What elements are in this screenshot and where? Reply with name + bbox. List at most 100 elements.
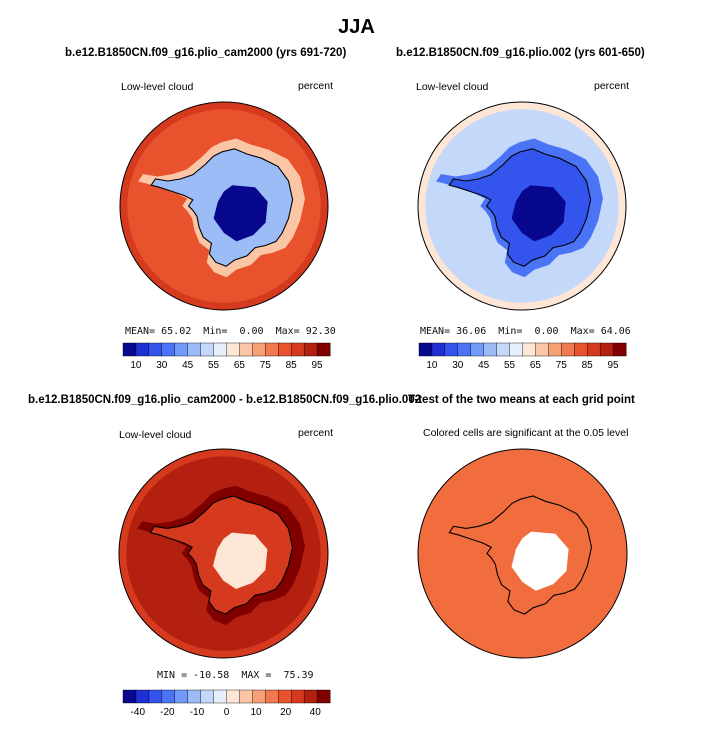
panel3-min-label: MIN = [157, 670, 188, 681]
panel2-stats: MEAN= 36.06 Min= 0.00 Max= 64.06 [420, 326, 631, 337]
colorbar-tick-label: 45 [182, 360, 194, 371]
colorbar-swatch [586, 342, 601, 357]
panel4-title: T-test of the two means at each grid poi… [408, 394, 635, 406]
colorbar-tick-label: 10 [426, 360, 438, 371]
map-border [417, 448, 628, 659]
panel3-polar-map [118, 448, 329, 659]
panel1-colorbar: 10 30 45 55 65 75 85 95 [122, 342, 331, 371]
colorbar-swatch [187, 689, 202, 704]
interior-field [511, 185, 566, 242]
panel2-min-label: Min= [498, 326, 523, 337]
panel1-min-label: Min= [203, 326, 228, 337]
colorbar-tick-label: 85 [582, 360, 594, 371]
panel2-max-label: Max= [570, 326, 595, 337]
panel2-polar-map [417, 101, 627, 311]
panel3-variable-label: Low-level cloud [119, 429, 192, 441]
panel1-min-value: 0.00 [239, 326, 264, 337]
colorbar-swatch [252, 689, 266, 704]
colorbar-swatch [213, 689, 228, 704]
colorbar-swatch [135, 342, 150, 357]
colorbar-swatch [278, 689, 292, 704]
colorbar-swatch [265, 689, 279, 704]
colorbar-swatch [161, 689, 176, 704]
panel4-significance-map [417, 448, 628, 659]
panel1-max-label: Max= [275, 326, 300, 337]
colorbar-swatch [226, 689, 240, 704]
coastline [149, 495, 294, 615]
panel2-variable-label: Low-level cloud [416, 81, 489, 93]
panel1-max-value: 92.30 [305, 326, 336, 337]
colorbar-swatch [122, 342, 137, 357]
colorbar-swatch [457, 342, 472, 357]
colorbar-swatch [470, 342, 485, 357]
panel1-title: b.e12.B1850CN.f09_g16.plio_cam2000 (yrs … [65, 47, 347, 59]
colorbar-tick-label: -40 [131, 707, 146, 718]
colorbar-tick-label: 40 [310, 707, 322, 718]
colorbar-tick-label: 95 [608, 360, 620, 371]
colorbar-swatch [303, 689, 318, 704]
panel1-variable-label: Low-level cloud [121, 81, 194, 93]
panel3-colorbar: -40 -20 -10 0 10 20 40 [122, 689, 331, 718]
colorbar-tick-label: 55 [208, 360, 220, 371]
colorbar-swatch [122, 689, 137, 704]
coastline [150, 148, 294, 267]
colorbar-swatch [148, 342, 163, 357]
colorbar-swatch [522, 342, 536, 357]
panel1-units-label: percent [298, 80, 334, 92]
colorbar-swatch [574, 342, 588, 357]
colorbar-swatch [483, 342, 498, 357]
panel2-colorbar: 10 30 45 55 65 75 85 95 [418, 342, 627, 371]
colorbar-tick-label: 75 [260, 360, 272, 371]
colorbar-swatch [303, 342, 318, 357]
panel1-mean-label: MEAN= [125, 326, 156, 337]
interior-field [213, 532, 268, 589]
map-border [119, 101, 329, 311]
colorbar-swatch [290, 342, 305, 357]
colorbar-swatch [239, 342, 253, 357]
colorbar-swatch [431, 342, 446, 357]
panel3-max-value: 75.39 [283, 670, 314, 681]
panel1-stats: MEAN= 65.02 Min= 0.00 Max= 92.30 [125, 326, 336, 337]
panel3-stats: MIN = -10.58 MAX = 75.39 [157, 670, 314, 681]
coastline [448, 495, 593, 615]
colorbar-tick-label: 65 [530, 360, 542, 371]
colorbar-swatch [252, 342, 266, 357]
panel1-mean-value: 65.02 [161, 326, 192, 337]
colorbar-swatch [161, 342, 176, 357]
colorbar-swatch [548, 342, 562, 357]
colorbar-swatch [265, 342, 279, 357]
colorbar-tick-label: 65 [234, 360, 246, 371]
colorbar-tick-label: 10 [130, 360, 142, 371]
colorbar-swatch [316, 689, 331, 704]
colorbar-tick-label: 45 [478, 360, 490, 371]
panel2-units-label: percent [594, 80, 630, 92]
colorbar-tick-label: -20 [160, 707, 175, 718]
colorbar-tick-label: 0 [224, 707, 230, 718]
colorbar-swatch [200, 689, 215, 704]
colorbar-tick-label: 95 [312, 360, 324, 371]
colorbar-swatch [135, 689, 150, 704]
panel1-polar-map [119, 101, 329, 311]
colorbar-tick-label: 55 [504, 360, 516, 371]
map-border [417, 101, 627, 311]
colorbar-swatch [612, 342, 627, 357]
panel2-min-value: 0.00 [534, 326, 559, 337]
map-border [118, 448, 329, 659]
colorbar-swatch [148, 689, 163, 704]
colorbar-swatch [316, 342, 331, 357]
panel2-mean-value: 36.06 [456, 326, 487, 337]
colorbar-swatch [200, 342, 215, 357]
colorbar-swatch [599, 342, 614, 357]
colorbar-swatch [418, 342, 433, 357]
colorbar-swatch [187, 342, 202, 357]
panel3-units-label: percent [298, 427, 334, 439]
panel3-title: b.e12.B1850CN.f09_g16.plio_cam2000 - b.e… [28, 394, 422, 406]
colorbar-swatch [278, 342, 292, 357]
colorbar-tick-label: 30 [156, 360, 168, 371]
colorbar-swatch [509, 342, 524, 357]
interior-field [213, 185, 268, 242]
colorbar-swatch [561, 342, 575, 357]
colorbar-swatch [226, 342, 240, 357]
colorbar-tick-label: 85 [286, 360, 298, 371]
colorbar-swatch [444, 342, 459, 357]
